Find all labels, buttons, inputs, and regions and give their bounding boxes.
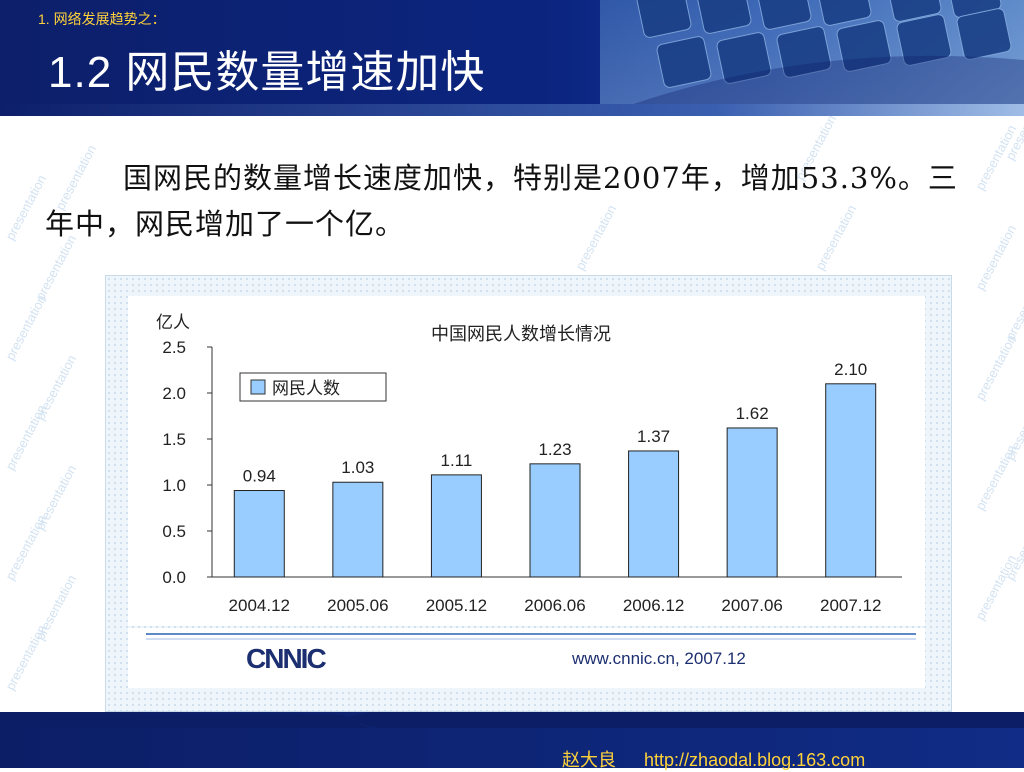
bar <box>430 474 482 578</box>
footer-credit: 赵大良 http://zhaodal.blog.163.com <box>562 746 865 772</box>
header-accent-stripe <box>0 104 1024 116</box>
watermark-text: presentation <box>972 332 1020 403</box>
watermark-text: presentation <box>1002 392 1024 463</box>
data-label: 1.11 <box>441 451 473 470</box>
x-tick-label: 2004.12 <box>229 596 290 615</box>
watermark-text: presentation <box>1002 272 1024 343</box>
y-tick-label: 2.0 <box>162 384 186 403</box>
footer-wave <box>0 712 1024 728</box>
x-tick-label: 2005.06 <box>327 596 388 615</box>
y-tick-label: 1.0 <box>162 476 186 495</box>
author-url-link[interactable]: http://zhaodal.blog.163.com <box>644 750 866 770</box>
bar <box>332 481 384 578</box>
watermark-text: presentation <box>32 462 80 533</box>
watermark-text: presentation <box>972 222 1020 293</box>
y-tick-label: 0.5 <box>162 522 186 541</box>
watermark-text: presentation <box>1002 512 1024 583</box>
slide-title: 1.2 网民数量增速加快 <box>48 48 486 97</box>
data-label: 1.62 <box>736 404 769 423</box>
data-label: 2.10 <box>834 360 867 379</box>
x-tick-label: 2007.12 <box>820 596 881 615</box>
header-band: 1. 网络发展趋势之： 1.2 网民数量增速加快 <box>0 0 1024 116</box>
data-label: 1.03 <box>341 458 374 477</box>
bar <box>233 490 285 578</box>
watermark-text: presentation <box>2 292 50 363</box>
bar <box>628 450 680 578</box>
legend-swatch <box>250 379 266 395</box>
y-axis-label: 亿人 <box>156 313 190 333</box>
author-name: 赵大良 <box>562 750 616 770</box>
bar <box>529 463 581 578</box>
x-tick-label: 2006.06 <box>524 596 585 615</box>
x-tick-label: 2007.06 <box>721 596 782 615</box>
keyboard-image <box>600 0 1024 116</box>
watermark-text: presentation <box>32 572 80 643</box>
chart-title: 中国网民人数增长情况 <box>431 324 611 345</box>
y-tick-label: 0.0 <box>162 568 186 587</box>
watermark-text: presentation <box>32 352 80 423</box>
y-tick-label: 1.5 <box>162 430 186 449</box>
data-label: 0.94 <box>243 467 276 486</box>
body-paragraph: 国网民的数量增长速度加快，特别是2007年，增加53.3%。三年中，网民增加了一… <box>45 161 958 241</box>
bar <box>825 383 877 578</box>
legend-label: 网民人数 <box>272 379 340 399</box>
y-tick-label: 2.5 <box>162 338 186 357</box>
section-kicker: 1. 网络发展趋势之： <box>38 11 166 27</box>
bar <box>726 427 778 578</box>
data-label: 1.37 <box>637 427 670 446</box>
source-note: www.cnnic.cn, 2007.12 <box>571 649 746 668</box>
watermark-text: presentation <box>2 172 50 243</box>
source-banner <box>128 628 925 688</box>
x-tick-label: 2006.12 <box>623 596 684 615</box>
data-label: 1.23 <box>538 440 571 459</box>
cnnic-logo: CNNIC <box>246 643 326 674</box>
x-tick-label: 2005.12 <box>426 596 487 615</box>
chart-frame: 0.0 0.5 1.0 1.5 2.0 2.5 亿人中国网民人数增长情况网民人数 0.94 20… <box>105 275 952 712</box>
